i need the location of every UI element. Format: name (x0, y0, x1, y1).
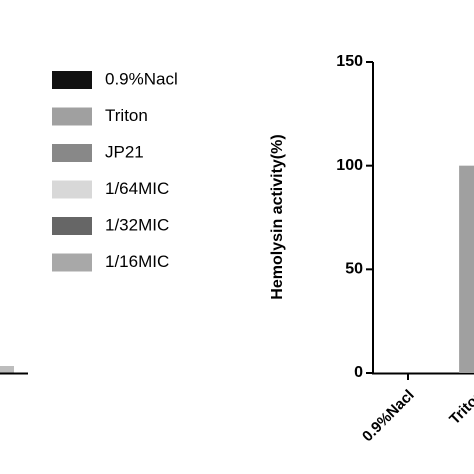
legend-label: 1/64MIC (105, 179, 169, 198)
legend-label: 0.9%Nacl (105, 69, 178, 88)
y-tick-label: 0 (354, 364, 363, 381)
legend-label: 1/16MIC (105, 252, 169, 271)
legend-swatch (52, 107, 92, 126)
y-tick-label: 50 (345, 261, 363, 278)
legend-swatch (52, 217, 92, 235)
legend-swatch (52, 71, 92, 89)
legend-label: Triton (105, 106, 148, 125)
y-tick-label: 150 (336, 53, 363, 70)
x-tick-label: 0.9%Nacl (359, 387, 418, 446)
y-tick-label: 100 (336, 157, 363, 174)
legend-swatch (52, 144, 92, 162)
legend-label: 1/32MIC (105, 215, 169, 234)
legend-label: JP21 (105, 142, 144, 161)
bar (459, 165, 474, 373)
partial-bar (0, 366, 14, 373)
y-axis-label: Hemolysin activity(%) (269, 134, 286, 299)
legend-swatch (52, 180, 92, 199)
legend-swatch (52, 253, 92, 272)
x-tick-label: Triton (446, 387, 474, 428)
